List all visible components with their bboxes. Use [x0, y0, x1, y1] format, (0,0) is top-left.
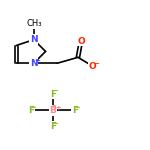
Text: 3+: 3+: [51, 105, 62, 111]
Text: F: F: [28, 106, 34, 115]
Text: −: −: [53, 121, 58, 127]
Text: +: +: [34, 58, 40, 64]
Text: −: −: [31, 105, 36, 111]
Text: −: −: [93, 60, 99, 66]
Text: −: −: [53, 88, 58, 94]
Text: F: F: [50, 122, 56, 131]
Text: B: B: [50, 106, 56, 115]
Text: −: −: [75, 105, 81, 111]
Text: F: F: [50, 90, 56, 99]
Text: O: O: [77, 37, 85, 46]
Text: N: N: [30, 35, 38, 44]
Text: CH₃: CH₃: [26, 19, 42, 28]
Text: O: O: [89, 62, 97, 71]
Text: N: N: [30, 59, 38, 68]
Text: F: F: [72, 106, 78, 115]
